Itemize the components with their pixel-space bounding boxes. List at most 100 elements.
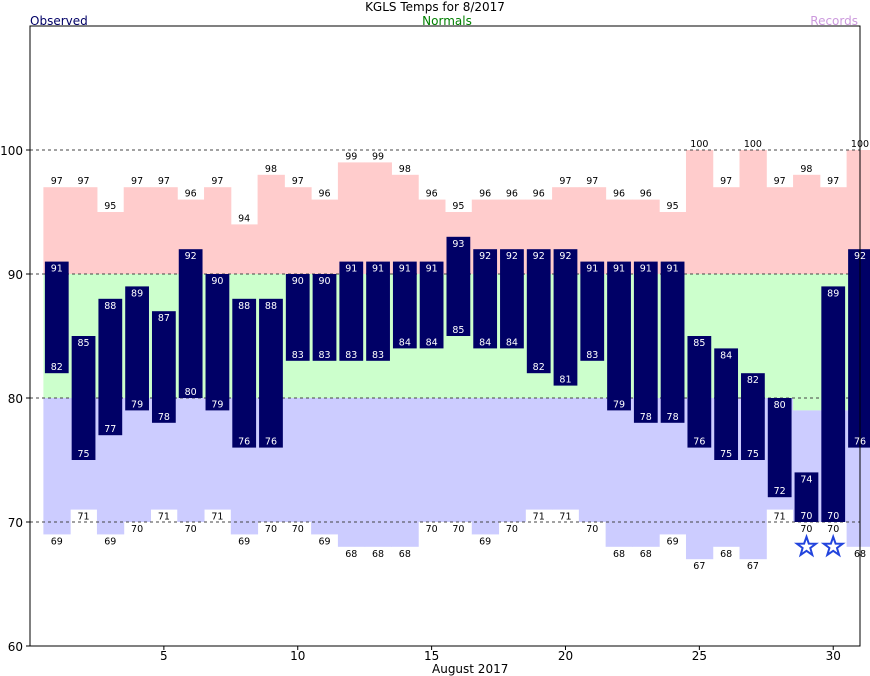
observed-low-label: 76 [265,437,277,448]
observed-bar [125,286,149,411]
plot-frame [29,25,861,647]
record-low-label: 68 [372,549,384,560]
observed-bar [419,261,444,349]
record-high-label: 97 [158,176,170,187]
record-high-label: 97 [720,176,732,187]
record-high-band [311,199,339,274]
record-low-label: 69 [238,536,250,547]
observed-low-label: 75 [747,449,759,460]
record-star-icon [793,533,819,558]
record-high-label: 96 [506,189,518,200]
y-tick-label: 80 [8,392,23,406]
chart-title: KGLS Temps for 8/2017 [365,0,505,14]
observed-low-label: 81 [559,375,571,386]
observed-bar [339,261,364,361]
observed-high-label: 88 [265,301,277,312]
observed-low-label: 77 [104,424,116,435]
record-low-label: 69 [667,536,679,547]
record-low-label: 71 [774,512,786,523]
record-high-band [150,187,178,274]
record-high-label: 97 [78,176,90,187]
record-high-label: 96 [533,189,545,200]
record-high-label: 96 [640,189,652,200]
y-tick-label: 60 [8,640,23,654]
observed-bar [366,261,390,361]
observed-bar [312,274,337,361]
observed-low-label: 79 [211,399,223,410]
observed-high-label: 84 [720,350,732,361]
observed-bar [767,398,792,498]
observed-bar [714,348,739,460]
x-tick-label: 20 [558,649,573,663]
record-high-band [70,187,98,274]
observed-high-label: 90 [211,276,223,287]
observed-low-label: 70 [827,511,839,522]
record-high-band [766,187,794,274]
observed-low-label: 76 [693,437,705,448]
record-high-band [230,224,259,274]
observed-bar [232,298,257,448]
record-low-band [445,398,473,522]
record-high-band [712,187,741,274]
observed-bar [205,274,230,411]
record-low-band [123,398,151,522]
observed-low-label: 72 [774,486,786,497]
record-high-label: 97 [559,176,571,187]
record-high-label: 98 [265,164,277,175]
observed-high-label: 91 [345,264,357,275]
observed-high-label: 91 [426,264,438,275]
record-low-band [391,398,419,547]
record-high-band [284,187,312,274]
observed-bar [473,249,498,349]
record-high-band [364,162,392,274]
observed-high-label: 91 [586,264,598,275]
record-high-label: 96 [613,189,625,200]
observed-bar [285,274,310,361]
record-low-label: 68 [345,549,357,560]
record-low-band [471,398,500,535]
observed-high-label: 92 [506,251,518,262]
record-low-band [284,398,312,522]
normal-band [793,274,821,411]
record-high-label: 98 [800,164,812,175]
observed-bar [178,249,203,398]
record-low-label: 69 [318,536,330,547]
y-tick-label: 70 [8,516,23,530]
record-low-label: 67 [693,561,705,572]
record-low-label: 69 [104,536,116,547]
record-high-label: 97 [586,176,598,187]
observed-bar [687,336,712,448]
record-high-label: 97 [827,176,839,187]
record-low-label: 68 [613,549,625,560]
record-high-label: 97 [292,176,304,187]
legend-normals: Normals [422,14,472,28]
record-low-label: 71 [559,512,571,523]
record-low-label: 68 [640,549,652,560]
record-high-band [123,187,151,274]
record-low-label: 71 [533,512,545,523]
observed-high-label: 92 [185,251,197,262]
record-low-band [177,398,205,522]
record-low-label: 71 [78,512,90,523]
observed-low-label: 83 [345,350,357,361]
record-low-band [605,398,633,547]
observed-bar [259,298,283,448]
observed-bar [553,249,578,386]
record-low-label: 70 [827,524,839,535]
record-low-label: 71 [158,512,170,523]
record-high-label: 97 [211,176,223,187]
record-high-band [739,150,767,274]
record-high-label: 98 [399,164,411,175]
observed-low-label: 70 [800,511,812,522]
observed-high-label: 91 [51,264,63,275]
record-low-label: 68 [399,549,411,560]
observed-low-label: 75 [720,449,732,460]
record-low-band [43,398,71,535]
y-tick-label: 90 [8,268,23,282]
observed-high-label: 89 [827,288,839,299]
record-high-label: 94 [238,213,250,224]
observed-bar [98,298,123,436]
legend-observed: Observed [30,14,88,28]
observed-high-label: 88 [104,301,116,312]
